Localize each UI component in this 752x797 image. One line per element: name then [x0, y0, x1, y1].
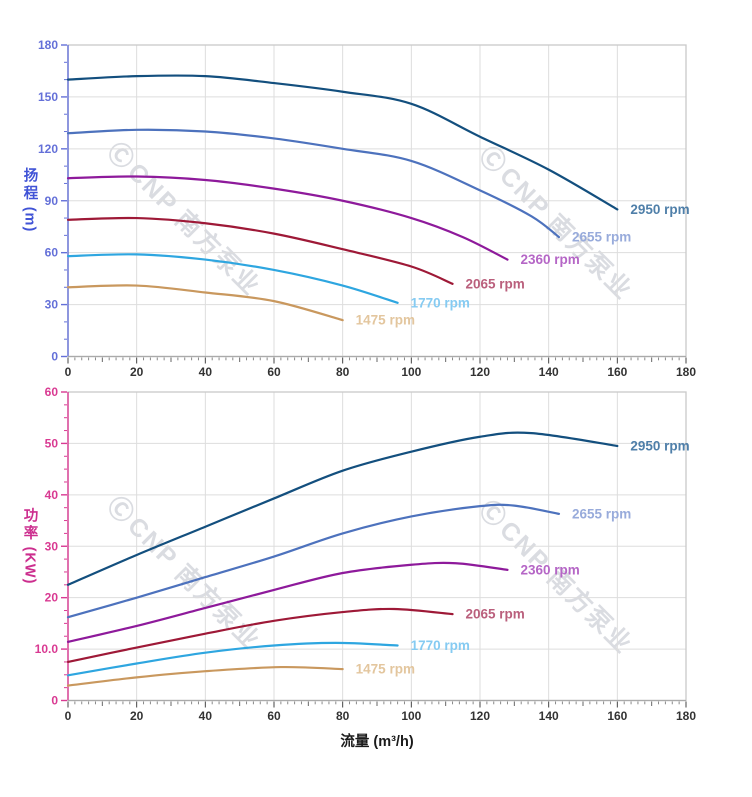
- curve-label-2950-rpm: 2950 rpm: [630, 202, 689, 217]
- y-tick-label: 0: [51, 350, 58, 364]
- curve-label-2065-rpm: 2065 rpm: [466, 607, 525, 622]
- curve-label-2360-rpm: 2360 rpm: [520, 252, 579, 267]
- y-tick-label: 30: [45, 298, 59, 312]
- curve-1475-rpm: [66, 665, 344, 687]
- x-tick-label: 0: [65, 365, 72, 379]
- y-tick-label: 50: [45, 436, 59, 450]
- curve-label-2655-rpm: 2655 rpm: [572, 506, 631, 521]
- curve-2065-rpm: [66, 607, 454, 664]
- x-tick-label: 160: [607, 365, 627, 379]
- curve-1770-rpm: [66, 641, 399, 677]
- curve-2065-rpm: [66, 216, 454, 285]
- curve-1770-rpm: [66, 253, 399, 304]
- y-axis-title-head: 扬程 (m): [21, 167, 38, 233]
- x-tick-label: 80: [336, 709, 350, 723]
- y-tick-label: 180: [38, 38, 58, 52]
- x-tick-label: 0: [65, 709, 72, 723]
- head-vs-flow-chart: 0 30 60 90 120 150 180 0 20 40 60 80 100 120 140 160 180…: [38, 38, 696, 379]
- curve-2360-rpm: [66, 561, 509, 643]
- x-tick-label: 140: [539, 365, 559, 379]
- curve-label-2950-rpm: 2950 rpm: [630, 438, 689, 453]
- curve-label-2360-rpm: 2360 rpm: [520, 562, 579, 577]
- x-tick-label: 180: [676, 365, 696, 379]
- y-axis-title-power: 功率 (KW): [21, 507, 38, 585]
- y-axis-title-power-unit: (KW): [21, 546, 38, 585]
- y-tick-label: 120: [38, 142, 58, 156]
- curve-2950-rpm: [66, 74, 619, 211]
- y-tick-label: 90: [45, 194, 59, 208]
- curve-label-1475-rpm: 1475 rpm: [356, 662, 415, 677]
- x-tick-label: 40: [199, 709, 213, 723]
- x-axis-title: 流量 (m³/h): [340, 734, 414, 750]
- curve-label-1475-rpm: 1475 rpm: [356, 313, 415, 328]
- x-tick-label: 140: [539, 709, 559, 723]
- x-tick-label: 20: [130, 709, 144, 723]
- curve-2950-rpm: [66, 431, 619, 586]
- x-tick-label: 120: [470, 365, 490, 379]
- curve-label-2655-rpm: 2655 rpm: [572, 230, 631, 245]
- curve-label-1770-rpm: 1770 rpm: [411, 638, 470, 653]
- y-tick-label: 0: [51, 694, 58, 708]
- curve-label-1770-rpm: 1770 rpm: [411, 295, 470, 310]
- y-tick-label: 60: [45, 385, 59, 399]
- y-axis-title-head-text: 扬程: [21, 167, 38, 203]
- x-tick-label: 20: [130, 365, 144, 379]
- x-tick-label: 100: [401, 709, 421, 723]
- y-axis-title-head-unit: (m): [21, 206, 38, 233]
- x-tick-label: 80: [336, 365, 350, 379]
- x-tick-label: 60: [267, 365, 281, 379]
- y-tick-label: 60: [45, 246, 59, 260]
- y-tick-label: 30: [45, 539, 59, 553]
- x-tick-label: 160: [607, 709, 627, 723]
- y-tick-label: 10.0: [35, 642, 59, 656]
- y-tick-label: 150: [38, 90, 58, 104]
- power-vs-flow-chart: 0 10.0 20 30 40 50 60 0 20 40 60 80 100 120 140 160 180 2…: [35, 385, 697, 723]
- x-tick-label: 120: [470, 709, 490, 723]
- curve-2655-rpm: [66, 128, 561, 239]
- curve-2655-rpm: [66, 503, 561, 619]
- curve-2360-rpm: [66, 175, 509, 261]
- y-axis-title-power-text: 功率: [21, 507, 38, 543]
- x-tick-label: 100: [401, 365, 421, 379]
- x-tick-label: 180: [676, 709, 696, 723]
- y-tick-label: 20: [45, 591, 59, 605]
- curve-label-2065-rpm: 2065 rpm: [466, 276, 525, 291]
- y-tick-label: 40: [45, 488, 59, 502]
- curve-1475-rpm: [66, 284, 344, 322]
- x-tick-label: 40: [199, 365, 213, 379]
- x-tick-label: 60: [267, 709, 281, 723]
